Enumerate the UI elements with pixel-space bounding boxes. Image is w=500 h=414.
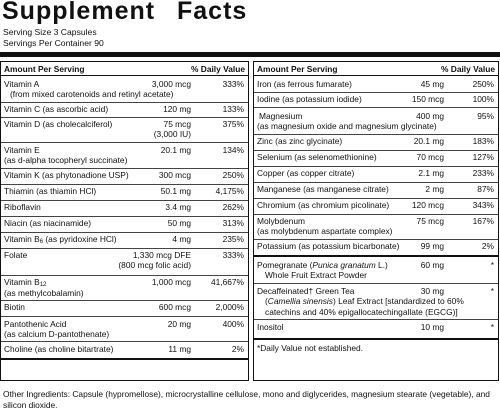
right-nutrient-table: Amount Per Serving % Daily Value Iron (a… [253, 61, 499, 381]
amount-per-serving-label: Amount Per Serving [4, 64, 85, 74]
other-ingredients: Other Ingredients: Capsule (hypromellose… [3, 389, 490, 410]
amount-per-serving-label: Amount Per Serving [257, 64, 338, 74]
left-nutrient-table: Amount Per Serving % Daily Value Vitamin… [0, 61, 249, 381]
left-table-header: Amount Per Serving % Daily Value [1, 62, 248, 76]
supplement-facts-title: Supplement Facts [2, 0, 248, 25]
daily-value-label: % Daily Value [441, 64, 495, 74]
serving-size: Serving Size 3 Capsules [3, 27, 97, 37]
servings-per-container: Servings Per Container 90 [3, 38, 104, 48]
top-rule [0, 52, 500, 57]
right-table-header: Amount Per Serving % Daily Value [254, 62, 498, 76]
daily-value-label: % Daily Value [191, 64, 245, 74]
